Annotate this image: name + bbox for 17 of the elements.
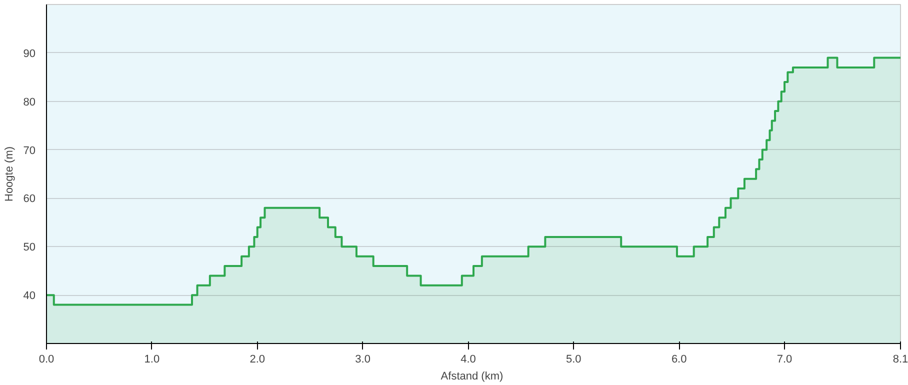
x-tick-label: 4.0 — [460, 354, 476, 366]
x-tick-label: 2.0 — [250, 354, 266, 366]
y-tick-label: 70 — [23, 144, 36, 157]
y-tick-label: 90 — [23, 48, 36, 60]
x-tick-label: 5.0 — [566, 354, 582, 366]
y-tick-label: 50 — [23, 242, 36, 254]
y-axis-title: Hoogte (m) — [3, 146, 16, 202]
x-tick-label: 0.0 — [38, 354, 54, 366]
x-tick-label: 8.1 — [892, 354, 908, 366]
y-tick-label: 60 — [23, 193, 36, 206]
x-tick-label: 3.0 — [355, 354, 370, 366]
x-tick-label: 6.0 — [671, 354, 687, 366]
x-axis-title: Afstand (km) — [440, 370, 504, 382]
x-tick-label: 7.0 — [776, 354, 792, 366]
y-tick-label: 80 — [23, 96, 36, 108]
x-tick-label: 1.0 — [144, 354, 160, 366]
y-tick-label: 40 — [23, 290, 36, 302]
